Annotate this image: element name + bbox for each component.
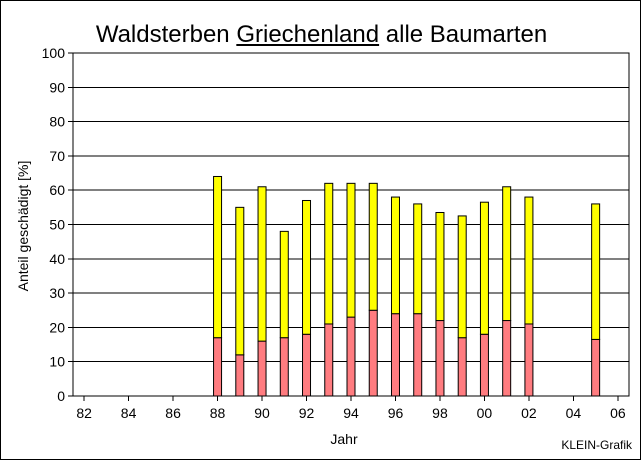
bar-segment-lower — [524, 323, 534, 397]
bar-segment-upper — [324, 182, 334, 325]
bar-segment-upper — [279, 230, 289, 339]
bar-segment-lower — [413, 313, 423, 397]
bar-segment-lower — [235, 354, 245, 397]
bar-segment-lower — [324, 323, 334, 397]
bar-segment-lower — [279, 337, 289, 397]
bar-segment-upper — [213, 175, 223, 339]
bar-segment-upper — [502, 186, 512, 322]
chart-title: Waldsterben Griechenland alle Baumarten — [1, 21, 640, 49]
x-tick-label: 84 — [121, 405, 137, 421]
x-tick-label: 92 — [299, 405, 315, 421]
bar-segment-upper — [435, 211, 445, 322]
x-tick-label: 96 — [388, 405, 404, 421]
title-part-2: alle Baumarten — [379, 21, 548, 48]
title-part-country: Griechenland — [236, 21, 380, 48]
x-tick-label: 06 — [610, 405, 626, 421]
bar-segment-upper — [368, 182, 378, 311]
y-tick-label: 90 — [49, 79, 65, 95]
y-tick-label: 0 — [57, 388, 65, 404]
y-tick-label: 80 — [49, 114, 65, 130]
bar-segment-lower — [435, 320, 445, 397]
x-tick-label: 88 — [210, 405, 226, 421]
y-tick-label: 20 — [49, 319, 65, 335]
bar-segment-lower — [502, 320, 512, 397]
bar-segment-lower — [302, 333, 312, 397]
bar-segment-upper — [346, 182, 356, 318]
bar-segment-lower — [479, 333, 489, 397]
bar-segment-upper — [479, 201, 489, 335]
y-tick-label: 100 — [42, 45, 66, 61]
y-tick-label: 70 — [49, 148, 65, 164]
bar-segment-upper — [591, 203, 601, 340]
bar-segment-lower — [368, 309, 378, 397]
x-tick-label: 00 — [477, 405, 493, 421]
x-tick-label: 90 — [254, 405, 270, 421]
bar-segment-upper — [390, 196, 400, 315]
x-tick-label: 98 — [432, 405, 448, 421]
x-tick-label: 04 — [566, 405, 582, 421]
y-tick-label: 60 — [49, 182, 65, 198]
x-tick-label: 94 — [343, 405, 359, 421]
y-tick-label: 50 — [49, 217, 65, 233]
credit-label: KLEIN-Grafik — [561, 438, 632, 452]
bar-segment-upper — [302, 199, 312, 335]
bar-segment-upper — [457, 215, 467, 339]
bar-segment-lower — [213, 337, 223, 397]
y-tick-label: 30 — [49, 285, 65, 301]
x-tick-label: 86 — [165, 405, 181, 421]
bar-segment-lower — [457, 337, 467, 397]
bar-segment-upper — [524, 196, 534, 325]
title-part-1: Waldsterben — [95, 21, 237, 48]
bar-segment-lower — [257, 340, 267, 397]
x-tick-label: 82 — [76, 405, 92, 421]
bar-segment-lower — [591, 338, 601, 397]
bar-segment-upper — [257, 186, 267, 342]
y-tick-label: 40 — [49, 251, 65, 267]
bar-segment-lower — [346, 316, 356, 397]
bar-segment-lower — [390, 313, 400, 397]
y-tick-label: 10 — [49, 354, 65, 370]
x-tick-label: 02 — [521, 405, 537, 421]
x-axis-title: Jahr — [330, 431, 358, 447]
bar-segment-upper — [413, 203, 423, 315]
bar-segment-upper — [235, 206, 245, 356]
